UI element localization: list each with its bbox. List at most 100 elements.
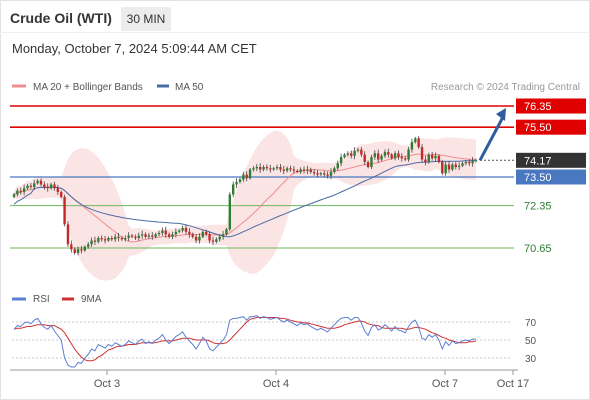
candle-body xyxy=(454,164,457,168)
candle-body xyxy=(441,162,444,174)
rsi-tick-label: 70 xyxy=(525,318,537,329)
candle-body xyxy=(350,153,353,156)
candle-body xyxy=(420,147,424,160)
candle xyxy=(110,235,113,242)
candle-body xyxy=(194,236,198,241)
candle-body xyxy=(113,236,117,240)
candle xyxy=(370,154,373,170)
candle-body xyxy=(130,235,134,237)
candle xyxy=(427,152,430,164)
candle-body xyxy=(366,162,370,168)
candle xyxy=(100,235,103,242)
candle-body xyxy=(235,181,238,185)
candle-body xyxy=(36,180,39,184)
candle xyxy=(225,227,228,236)
candle-body xyxy=(457,165,461,168)
candle-body xyxy=(380,155,383,160)
candle xyxy=(86,242,90,249)
candle xyxy=(19,187,22,195)
candle xyxy=(198,233,201,244)
candle xyxy=(350,150,353,159)
candle-body xyxy=(471,160,474,164)
timestamp: Monday, October 7, 2024 5:09:44 AM CET xyxy=(12,41,257,56)
candle-body xyxy=(299,169,302,173)
candle-body xyxy=(383,152,387,156)
candle xyxy=(107,236,110,242)
candle-body xyxy=(252,168,255,170)
level-label-70.65: 70.65 xyxy=(524,243,552,255)
candle xyxy=(329,168,333,180)
candle-body xyxy=(326,174,329,176)
candle-body xyxy=(262,167,265,170)
candle-body xyxy=(302,169,306,171)
candle xyxy=(12,192,16,199)
candle-body xyxy=(29,185,33,187)
candlesticks xyxy=(12,136,478,256)
level-label-box-75.50 xyxy=(516,119,586,135)
candle-body xyxy=(360,149,363,155)
candle xyxy=(211,236,215,246)
candle xyxy=(97,236,100,244)
candle xyxy=(164,226,167,238)
candle xyxy=(397,150,400,160)
candle xyxy=(451,162,454,172)
candle-body xyxy=(265,167,269,169)
level-label-73.50: 73.50 xyxy=(524,172,552,184)
candle-body xyxy=(188,231,191,235)
timeframe-button[interactable]: 30 MIN xyxy=(121,7,171,31)
candle-body xyxy=(390,154,393,159)
x-axis: Oct 3 Oct 4 Oct 7 Oct 17 xyxy=(94,370,529,390)
forecast-arrow-shaft xyxy=(478,116,505,162)
candle xyxy=(430,151,434,161)
candle-body xyxy=(292,169,296,171)
candle xyxy=(414,136,417,144)
candle xyxy=(323,171,326,177)
candle-body xyxy=(76,249,80,253)
candle-body xyxy=(164,230,167,235)
candle xyxy=(184,225,188,235)
candle-body xyxy=(407,149,410,160)
candle xyxy=(417,136,420,150)
candle xyxy=(171,231,174,240)
candle xyxy=(299,167,302,175)
level-label-box-74.17 xyxy=(516,152,586,168)
candle xyxy=(194,234,198,243)
x-tick-label: Oct 7 xyxy=(432,378,458,390)
candle-body xyxy=(39,180,43,185)
candle xyxy=(285,166,289,173)
candle xyxy=(258,163,262,173)
candle-body xyxy=(205,231,208,235)
candle xyxy=(471,157,474,167)
candle xyxy=(154,232,157,239)
candle xyxy=(66,221,70,247)
candle-body xyxy=(397,153,400,158)
candle-body xyxy=(120,238,124,240)
candle-body xyxy=(53,184,56,189)
candle-body xyxy=(33,183,36,187)
candle-body xyxy=(83,246,87,251)
candle xyxy=(403,156,407,162)
candle xyxy=(306,165,309,175)
candle-body xyxy=(336,163,339,169)
candle-body xyxy=(140,234,144,236)
candle xyxy=(407,146,410,162)
candle-body xyxy=(134,236,137,239)
candle-body xyxy=(90,240,93,245)
candle-body xyxy=(296,170,299,173)
candle-body xyxy=(171,234,174,237)
candle xyxy=(292,166,296,174)
candle xyxy=(29,183,33,190)
candle-body xyxy=(285,168,289,171)
candle-body xyxy=(46,186,49,189)
candle-body xyxy=(12,194,16,197)
candle-body xyxy=(208,234,211,241)
candle-body xyxy=(306,169,309,171)
candle-body xyxy=(151,235,154,237)
candle-body xyxy=(110,238,113,240)
candle xyxy=(231,181,235,198)
candle-body xyxy=(184,228,188,232)
candle-body xyxy=(97,238,100,242)
candle xyxy=(33,179,36,190)
candle xyxy=(80,245,83,254)
candle xyxy=(242,171,245,182)
